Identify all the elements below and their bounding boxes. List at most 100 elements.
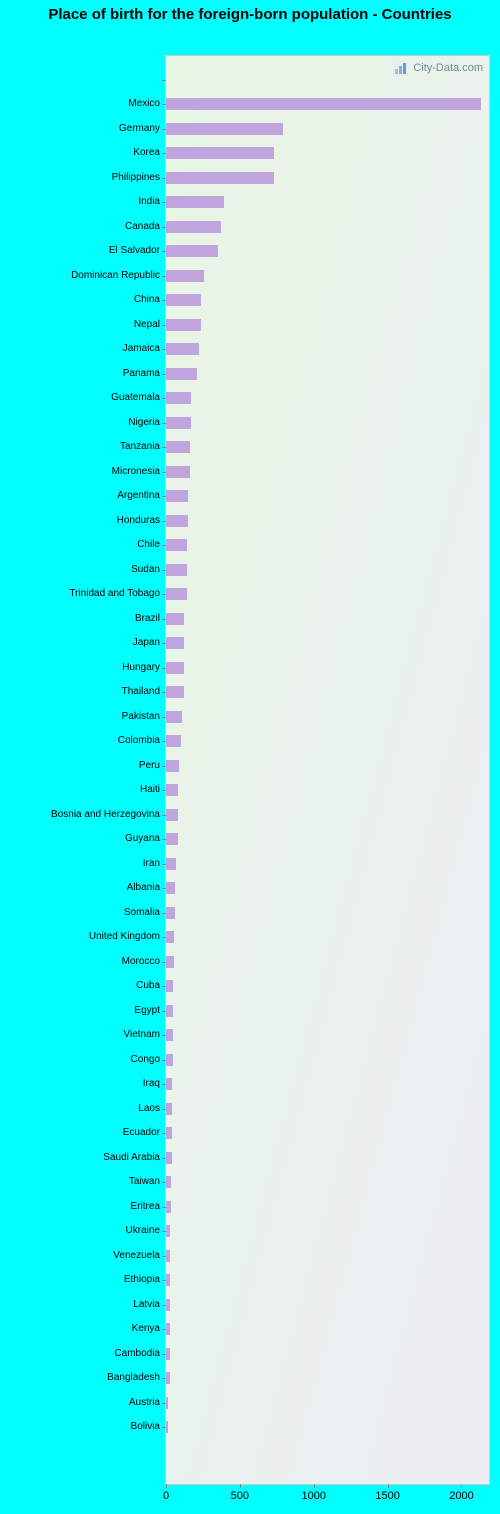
bar-row: Sudan xyxy=(166,564,187,576)
chart-title: Place of birth for the foreign-born popu… xyxy=(0,6,500,24)
bar-row: Congo xyxy=(166,1054,173,1066)
bar-rect xyxy=(166,760,179,772)
bar-row: Morocco xyxy=(166,956,174,968)
x-tick-label: 1500 xyxy=(375,1490,399,1502)
bar-row: Jamaica xyxy=(166,343,199,355)
bar-row: Panama xyxy=(166,368,197,380)
bar-rect xyxy=(166,907,175,919)
bar-label: Bosnia and Herzegovina xyxy=(51,809,160,821)
y-tick-mark xyxy=(162,1133,166,1134)
bar-rect xyxy=(166,1127,172,1139)
bar-rect xyxy=(166,662,184,674)
bar-label: Dominican Republic xyxy=(71,270,160,282)
y-tick-mark xyxy=(162,815,166,816)
bar-row: Germany xyxy=(166,123,283,135)
bar-rect xyxy=(166,245,218,257)
y-tick-mark xyxy=(162,496,166,497)
bar-rect xyxy=(166,1103,172,1115)
y-tick-mark xyxy=(162,1305,166,1306)
y-tick-mark xyxy=(162,472,166,473)
x-tick-mark xyxy=(461,1484,462,1488)
bar-row: Brazil xyxy=(166,613,184,625)
bar-label: Mexico xyxy=(128,98,160,110)
bar-row: Philippines xyxy=(166,172,274,184)
bar-row: United Kingdom xyxy=(166,931,174,943)
bar-label: Argentina xyxy=(117,490,160,502)
bar-rect xyxy=(166,1250,170,1262)
bar-rect xyxy=(166,833,178,845)
x-tick-mark xyxy=(166,1484,167,1488)
bar-rect xyxy=(166,735,181,747)
bar-label: Honduras xyxy=(117,515,160,527)
y-tick-mark xyxy=(162,398,166,399)
bar-label: Laos xyxy=(138,1103,160,1115)
bar-rect xyxy=(166,1225,170,1237)
bar-rect xyxy=(166,319,201,331)
x-tick-mark xyxy=(388,1484,389,1488)
y-tick-mark xyxy=(162,300,166,301)
y-tick-mark xyxy=(162,521,166,522)
bar-label: Chile xyxy=(137,539,160,551)
y-tick-mark xyxy=(162,1329,166,1330)
bar-label: Germany xyxy=(119,123,160,135)
bar-label: Somalia xyxy=(124,907,160,919)
y-tick-mark xyxy=(162,913,166,914)
bar-rect xyxy=(166,858,176,870)
y-tick-mark xyxy=(162,962,166,963)
bar-row: Nigeria xyxy=(166,417,191,429)
bar-row: Vietnam xyxy=(166,1029,173,1041)
y-tick-mark xyxy=(162,251,166,252)
y-tick-mark xyxy=(162,129,166,130)
bar-row: Haiti xyxy=(166,784,178,796)
bar-label: Eritrea xyxy=(131,1201,160,1213)
bar-label: Iran xyxy=(143,858,160,870)
y-tick-mark xyxy=(162,619,166,620)
bar-rect xyxy=(166,1348,170,1360)
y-tick-mark xyxy=(162,668,166,669)
bar-row: Chile xyxy=(166,539,187,551)
bar-rect xyxy=(166,417,191,429)
bar-label: Trinidad and Tobago xyxy=(69,588,160,600)
y-tick-mark xyxy=(162,1378,166,1379)
bar-row: Micronesia xyxy=(166,466,190,478)
bar-label: Kenya xyxy=(132,1323,160,1335)
bar-label: Latvia xyxy=(133,1299,160,1311)
bar-row: India xyxy=(166,196,224,208)
bar-row: Cuba xyxy=(166,980,173,992)
bar-row: Mexico xyxy=(166,98,481,110)
bar-label: Haiti xyxy=(140,784,160,796)
bar-rect xyxy=(166,368,197,380)
y-tick-mark xyxy=(162,104,166,105)
bar-label: Saudi Arabia xyxy=(103,1152,160,1164)
citydata-logo-icon xyxy=(393,60,409,76)
bar-row: Korea xyxy=(166,147,274,159)
bar-label: Sudan xyxy=(131,564,160,576)
bar-label: Austria xyxy=(129,1397,160,1409)
bar-rect xyxy=(166,343,199,355)
y-tick-mark xyxy=(162,790,166,791)
y-tick-mark xyxy=(162,594,166,595)
y-tick-mark xyxy=(162,1011,166,1012)
y-tick-mark xyxy=(162,1354,166,1355)
bar-row: Thailand xyxy=(166,686,184,698)
bar-rect xyxy=(166,294,201,306)
bar-row: Eritrea xyxy=(166,1201,171,1213)
bar-rect xyxy=(166,588,187,600)
bar-row: Tanzania xyxy=(166,441,190,453)
bar-rect xyxy=(166,1201,171,1213)
y-tick-mark xyxy=(162,717,166,718)
y-tick-mark xyxy=(162,692,166,693)
bar-row: Iraq xyxy=(166,1078,172,1090)
bar-rect xyxy=(166,515,188,527)
bar-label: Philippines xyxy=(112,172,160,184)
bar-rect xyxy=(166,1176,171,1188)
bar-row: El Salvador xyxy=(166,245,218,257)
bar-rect xyxy=(166,882,175,894)
bar-row: Taiwan xyxy=(166,1176,171,1188)
plot-area: City-Data.com MexicoGermanyKoreaPhilippi… xyxy=(165,55,490,1485)
x-tick-label: 500 xyxy=(231,1490,249,1502)
bar-rect xyxy=(166,147,274,159)
bar-label: Cambodia xyxy=(114,1348,160,1360)
bar-row: Guyana xyxy=(166,833,178,845)
bar-rect xyxy=(166,1372,170,1384)
